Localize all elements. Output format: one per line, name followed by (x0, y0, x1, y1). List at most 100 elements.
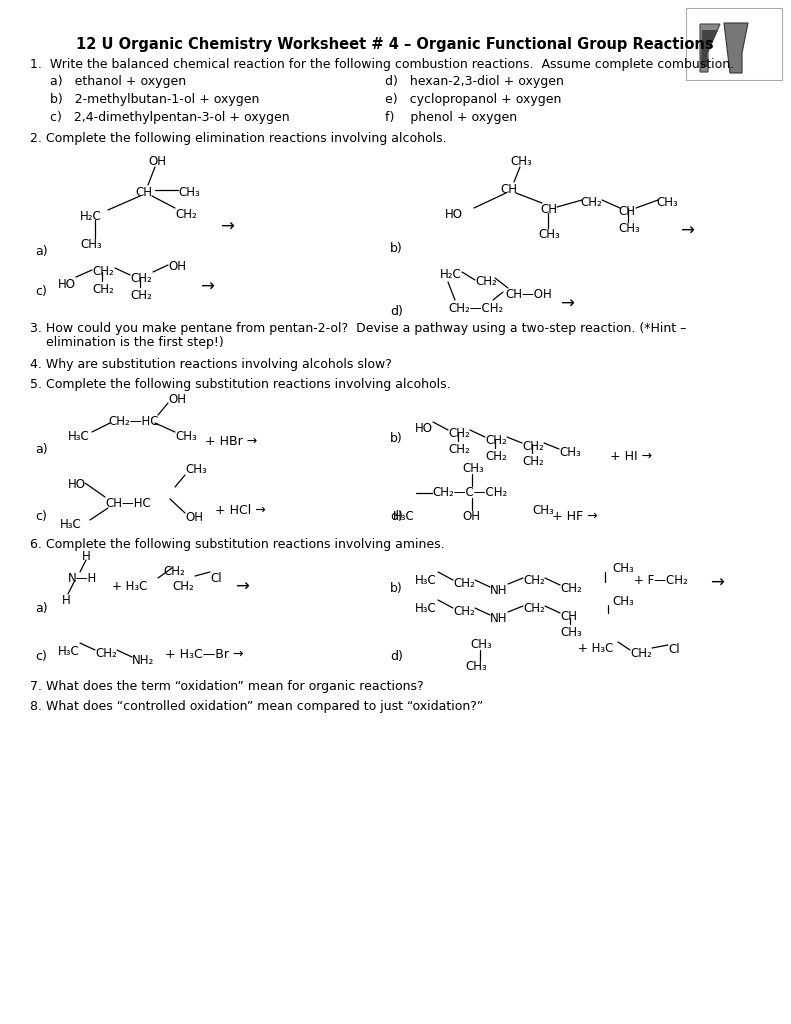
Text: CH₂—HC: CH₂—HC (108, 415, 158, 428)
Text: H: H (62, 594, 70, 607)
Text: 3. How could you make pentane from pentan-2-ol?  Devise a pathway using a two-st: 3. How could you make pentane from penta… (30, 322, 687, 335)
Text: a)   ethanol + oxygen: a) ethanol + oxygen (50, 75, 186, 88)
Text: b)   2-methylbutan-1-ol + oxygen: b) 2-methylbutan-1-ol + oxygen (50, 93, 259, 106)
Text: H₂C: H₂C (440, 268, 462, 281)
Text: b): b) (390, 242, 403, 255)
Text: d)   hexan-2,3-diol + oxygen: d) hexan-2,3-diol + oxygen (385, 75, 564, 88)
Text: CH: CH (560, 610, 577, 623)
Text: OH: OH (168, 260, 186, 273)
Text: CH₂: CH₂ (523, 574, 545, 587)
Text: 5. Complete the following substitution reactions involving alcohols.: 5. Complete the following substitution r… (30, 378, 451, 391)
Text: CH₂: CH₂ (630, 647, 652, 660)
Text: CH₂: CH₂ (522, 440, 543, 453)
Text: NH₂: NH₂ (132, 654, 154, 667)
Text: 4. Why are substitution reactions involving alcohols slow?: 4. Why are substitution reactions involv… (30, 358, 392, 371)
Text: HO: HO (415, 422, 433, 435)
Text: CH₂: CH₂ (485, 434, 507, 447)
Text: CH₃: CH₃ (80, 238, 102, 251)
Text: CH₂: CH₂ (523, 602, 545, 615)
Text: c): c) (35, 650, 47, 663)
Text: CH₂: CH₂ (175, 208, 197, 221)
Text: HO: HO (68, 478, 86, 490)
Text: CH₃: CH₃ (185, 463, 206, 476)
Text: CH₂: CH₂ (163, 565, 185, 578)
Text: CH₂: CH₂ (522, 455, 543, 468)
Text: a): a) (35, 443, 47, 456)
Text: CH₃: CH₃ (560, 626, 581, 639)
Text: CH₂: CH₂ (172, 580, 194, 593)
Text: CH: CH (135, 186, 152, 199)
Polygon shape (701, 30, 718, 67)
Text: Cl: Cl (210, 572, 221, 585)
Text: HO: HO (58, 278, 76, 291)
Polygon shape (700, 24, 720, 72)
Text: OH: OH (168, 393, 186, 406)
Text: CH₃: CH₃ (532, 504, 554, 517)
Text: CH₂: CH₂ (580, 196, 602, 209)
Text: 7. What does the term “oxidation” mean for organic reactions?: 7. What does the term “oxidation” mean f… (30, 680, 424, 693)
Text: H₃C: H₃C (58, 645, 80, 658)
Text: + HCl →: + HCl → (215, 504, 266, 517)
Text: CH₂: CH₂ (92, 265, 114, 278)
Text: HO: HO (445, 208, 463, 221)
Text: →: → (560, 295, 574, 313)
Text: CH₂: CH₂ (92, 283, 114, 296)
Text: Cl: Cl (668, 643, 679, 656)
Text: CH₃: CH₃ (510, 155, 532, 168)
Text: 6. Complete the following substitution reactions involving amines.: 6. Complete the following substitution r… (30, 538, 445, 551)
Text: CH₂: CH₂ (453, 577, 475, 590)
Text: CH₂: CH₂ (560, 582, 581, 595)
Text: OH: OH (148, 155, 166, 168)
Text: f)    phenol + oxygen: f) phenol + oxygen (385, 111, 517, 124)
Text: + H₃C: + H₃C (112, 580, 147, 593)
Text: H₃C: H₃C (393, 510, 415, 523)
Text: + H₃C—Br →: + H₃C—Br → (165, 648, 244, 662)
Text: 2. Complete the following elimination reactions involving alcohols.: 2. Complete the following elimination re… (30, 132, 447, 145)
Text: CH—HC: CH—HC (105, 497, 151, 510)
Text: b): b) (390, 582, 403, 595)
Text: elimination is the first step!): elimination is the first step!) (30, 336, 224, 349)
Text: CH₃: CH₃ (178, 186, 200, 199)
Text: d): d) (390, 510, 403, 523)
Text: H₃C: H₃C (60, 518, 81, 531)
Text: a): a) (35, 245, 47, 258)
Text: CH: CH (500, 183, 517, 196)
Text: + HBr →: + HBr → (205, 435, 257, 449)
Polygon shape (724, 23, 748, 73)
Text: + HF →: + HF → (552, 510, 598, 523)
Text: →: → (200, 278, 214, 296)
Text: →: → (710, 574, 724, 592)
Text: →: → (680, 222, 694, 240)
Text: b): b) (390, 432, 403, 445)
Text: 1.  Write the balanced chemical reaction for the following combustion reactions.: 1. Write the balanced chemical reaction … (30, 58, 734, 71)
Text: CH₂: CH₂ (448, 427, 470, 440)
Text: CH₃: CH₃ (470, 638, 492, 651)
Text: →: → (235, 578, 249, 596)
Text: a): a) (35, 602, 47, 615)
Text: CH₃: CH₃ (538, 228, 560, 241)
Text: c)   2,4-dimethylpentan-3-ol + oxygen: c) 2,4-dimethylpentan-3-ol + oxygen (50, 111, 290, 124)
Text: N—H: N—H (68, 572, 97, 585)
Text: + H₃C: + H₃C (578, 642, 613, 655)
Text: CH₂—CH₂: CH₂—CH₂ (448, 302, 503, 315)
Text: CH₂: CH₂ (130, 272, 152, 285)
Text: CH: CH (540, 203, 557, 216)
Text: H₃C: H₃C (415, 602, 437, 615)
Text: CH₃: CH₃ (462, 462, 484, 475)
Text: 12 U Organic Chemistry Worksheet # 4 – Organic Functional Group Reactions: 12 U Organic Chemistry Worksheet # 4 – O… (76, 37, 713, 52)
Text: H: H (82, 550, 91, 563)
Text: + HI →: + HI → (610, 450, 652, 463)
Text: 8. What does “controlled oxidation” mean compared to just “oxidation?”: 8. What does “controlled oxidation” mean… (30, 700, 483, 713)
Text: NH: NH (490, 584, 508, 597)
Text: CH₃: CH₃ (465, 660, 486, 673)
Text: c): c) (35, 285, 47, 298)
Text: CH: CH (618, 205, 635, 218)
Text: CH₂: CH₂ (485, 450, 507, 463)
Text: CH₃: CH₃ (175, 430, 197, 443)
Text: NH: NH (490, 612, 508, 625)
Text: CH₃: CH₃ (612, 595, 634, 608)
Text: e)   cyclopropanol + oxygen: e) cyclopropanol + oxygen (385, 93, 562, 106)
Text: CH₃: CH₃ (656, 196, 678, 209)
Text: CH₃: CH₃ (618, 222, 640, 234)
Text: c): c) (35, 510, 47, 523)
